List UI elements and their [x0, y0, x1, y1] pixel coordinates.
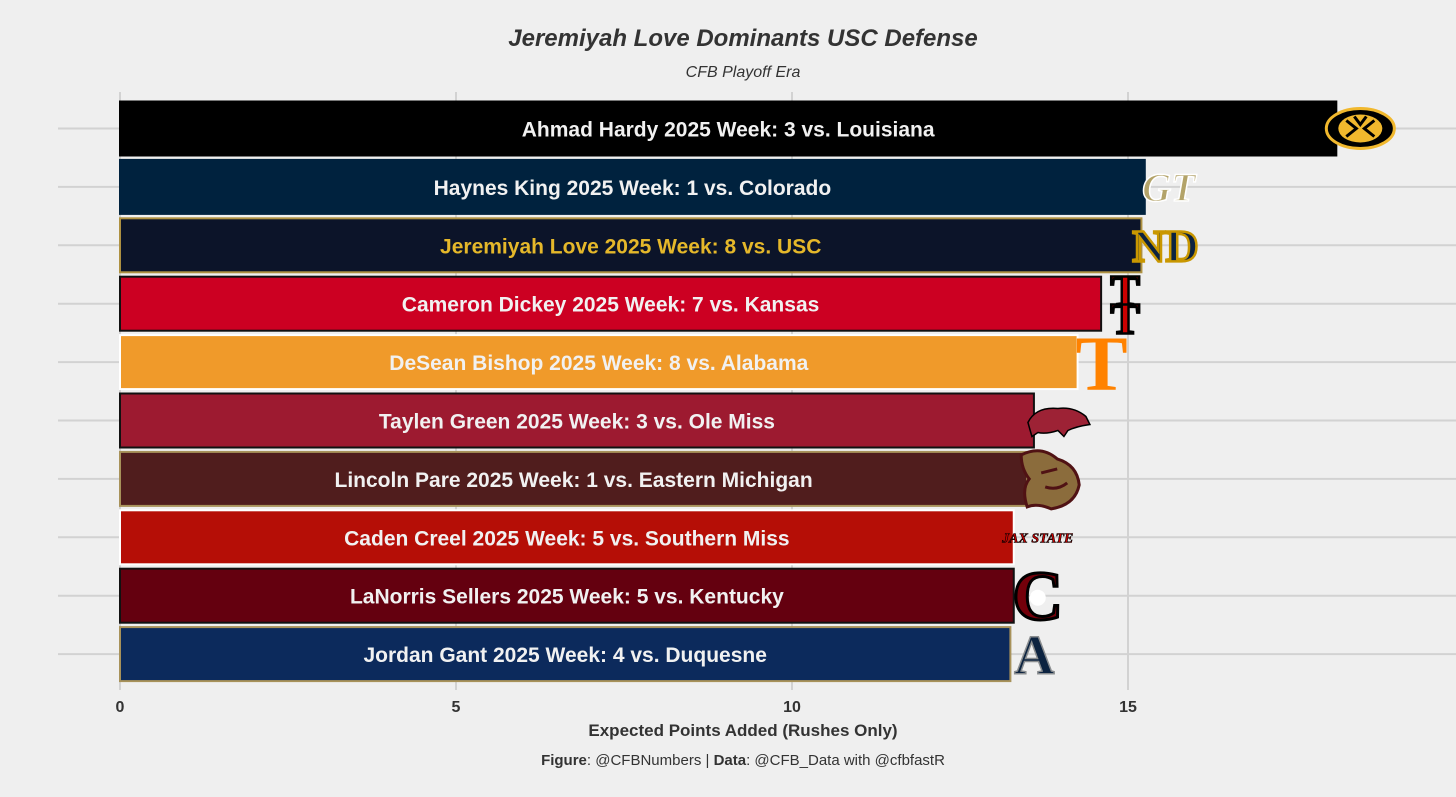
air-force-a-letter: A [1014, 625, 1055, 687]
chart-title: Jeremiyah Love Dominants USC Defense [508, 25, 978, 52]
bar [119, 275, 1103, 332]
caption-data-value: : @CFB_Data with @cfbfastR [746, 752, 945, 769]
x-tick-label: 15 [1119, 699, 1137, 716]
caption-figure-value: : @CFBNumbers | [587, 752, 714, 769]
bar-label: Jordan Gant 2025 Week: 4 vs. Duquesne [363, 644, 766, 667]
tt-letter: T [1110, 267, 1139, 316]
bars [119, 100, 1338, 683]
x-tick-label: 5 [452, 699, 461, 716]
bobcat-head [1019, 449, 1081, 511]
razorback-body [1027, 407, 1092, 438]
bar-label: Cameron Dickey 2025 Week: 7 vs. Kansas [402, 294, 820, 317]
bar-label: LaNorris Sellers 2025 Week: 5 vs. Kentuc… [350, 586, 784, 609]
air-force-icon: A [1013, 624, 1056, 688]
tiger-stripes [1345, 115, 1376, 138]
bar [119, 217, 1143, 274]
georgia-tech-icon: GT [1141, 164, 1197, 211]
bar-label: Taylen Green 2025 Week: 3 vs. Ole Miss [379, 411, 775, 434]
bar [119, 509, 1015, 566]
chart-subtitle: CFB Playoff Era [686, 64, 801, 81]
caption-figure-label: Figure [541, 752, 587, 769]
bar [119, 334, 1079, 391]
missouri-tiger-icon [1324, 107, 1396, 150]
tt-letter: T [1110, 295, 1139, 344]
x-tick-label: 10 [783, 699, 801, 716]
jax-state-icon: JAX STATE [1001, 531, 1074, 547]
bar [119, 567, 1015, 624]
bar-label: Jeremiyah Love 2025 Week: 8 vs. USC [440, 235, 821, 258]
texas-state-bobcat-icon [1019, 449, 1081, 511]
bar [119, 450, 1029, 507]
jax-state-wordmark: JAX STATE [1001, 531, 1073, 546]
bar-label: Haynes King 2025 Week: 1 vs. Colorado [434, 177, 832, 200]
bar-label: Ahmad Hardy 2025 Week: 3 vs. Louisiana [522, 119, 935, 142]
gt-letters: GT [1142, 165, 1197, 210]
x-tick-label: 0 [116, 699, 125, 716]
gamecock-c-letter: C [1012, 559, 1063, 636]
nd-letters: ND [1132, 220, 1198, 271]
caption-data-label: Data [714, 752, 747, 769]
x-axis-label: Expected Points Added (Rushes Only) [588, 721, 897, 740]
bobcat-features [1040, 467, 1069, 490]
notre-dame-icon: ND [1131, 219, 1200, 272]
bar [119, 626, 1012, 683]
power-t-letter: T [1076, 320, 1128, 407]
bar-label: Caden Creel 2025 Week: 5 vs. Southern Mi… [344, 527, 789, 550]
south-carolina-icon: C [1011, 557, 1065, 637]
arkansas-razorback-icon [1027, 407, 1092, 438]
bar-labels: Ahmad Hardy 2025 Week: 3 vs. Louisiana Ha… [335, 119, 935, 668]
bar-label: DeSean Bishop 2025 Week: 8 vs. Alabama [389, 352, 808, 375]
tiger-face [1338, 114, 1383, 143]
tennessee-icon: T [1076, 320, 1128, 407]
x-axis: 0 5 10 15 [116, 699, 1137, 716]
gamecock-badge [1029, 589, 1046, 606]
bar [119, 392, 1035, 449]
chart-caption: Figure: @CFBNumbers | Data: @CFB_Data wi… [541, 752, 945, 769]
bar-label: Lincoln Pare 2025 Week: 1 vs. Eastern Mi… [335, 469, 813, 492]
bar [119, 158, 1146, 215]
